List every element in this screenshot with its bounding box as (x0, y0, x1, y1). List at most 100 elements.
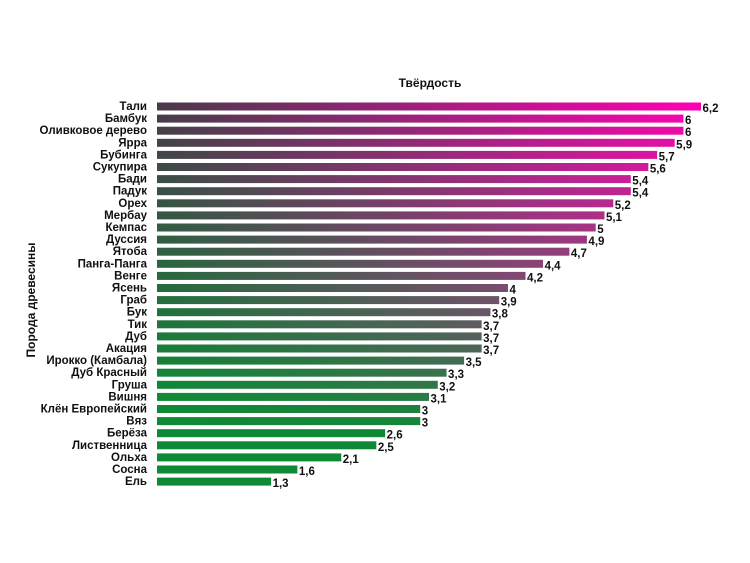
bar (157, 102, 701, 111)
bar (157, 332, 482, 341)
bar (157, 320, 482, 329)
category-label: Бади (118, 174, 147, 186)
bar (157, 356, 465, 365)
value-label: 4,4 (545, 260, 562, 272)
category-label: Лиственница (72, 440, 148, 452)
value-label: 6 (685, 115, 691, 127)
bar (157, 417, 421, 426)
value-label: 3,1 (431, 393, 448, 405)
category-label: Сукупира (93, 162, 148, 174)
category-label: Сосна (112, 464, 148, 476)
value-label: 6,2 (703, 103, 719, 115)
category-label: Дуб (125, 331, 147, 343)
category-label: Акация (106, 343, 147, 355)
category-label: Ярра (118, 137, 147, 149)
category-label: Бук (127, 307, 148, 319)
value-label: 3,3 (448, 369, 464, 381)
value-label: 4 (509, 285, 516, 297)
value-label: 5,6 (650, 164, 666, 176)
category-label: Ольха (111, 452, 148, 464)
bar (157, 284, 508, 292)
bar (157, 477, 272, 486)
value-label: 3 (422, 406, 428, 418)
value-label: 3,8 (492, 309, 509, 321)
bar (157, 271, 526, 280)
bar (157, 392, 429, 401)
category-label: Мербау (104, 210, 147, 222)
value-label: 3,5 (466, 357, 483, 369)
value-label: 5,4 (632, 176, 649, 188)
category-label: Дуб Красный (71, 367, 147, 379)
value-label: 6 (685, 127, 691, 139)
value-label: 3,7 (483, 333, 499, 345)
value-label: 5,4 (632, 188, 649, 200)
bar (157, 453, 342, 462)
value-label: 1,6 (299, 466, 315, 478)
bar (157, 211, 605, 220)
category-label: Кемпас (105, 222, 147, 234)
bar (157, 465, 298, 474)
category-label: Панга-Панга (78, 258, 148, 270)
value-label: 3,2 (439, 381, 455, 393)
category-label: Граб (120, 295, 147, 307)
category-label: Вишня (108, 391, 147, 403)
bar (157, 296, 500, 305)
value-label: 2,6 (387, 430, 403, 442)
value-label: 2,5 (378, 442, 395, 454)
value-label: 5,2 (615, 200, 631, 212)
category-label: Ятоба (113, 246, 148, 258)
value-label: 5,1 (606, 212, 623, 224)
category-label: Берёза (107, 428, 148, 440)
value-label: 3,7 (483, 345, 499, 357)
value-label: 4,7 (571, 248, 587, 260)
category-label: Бубинга (100, 149, 147, 161)
category-label: Падук (113, 186, 147, 198)
category-label: Ясень (112, 283, 147, 295)
chart-title: Твёрдость (399, 76, 462, 90)
bar (157, 138, 675, 147)
bar (157, 259, 544, 268)
category-label: Бамбук (105, 113, 147, 125)
bar (157, 368, 447, 377)
bar (157, 405, 421, 413)
category-label: Ель (125, 476, 147, 488)
value-label: 4,2 (527, 272, 543, 284)
bar (157, 114, 684, 123)
value-label: 3 (422, 418, 428, 430)
category-label: Ирокко (Камбала) (46, 355, 147, 367)
bar (157, 308, 491, 317)
bar (157, 199, 614, 208)
value-label: 3,9 (501, 297, 517, 309)
bar (157, 429, 386, 438)
bar (157, 235, 587, 244)
value-label: 2,1 (343, 454, 360, 466)
y-axis-label: Порода древесины (24, 243, 38, 358)
category-label: Вяз (126, 416, 147, 428)
bar (157, 163, 649, 171)
category-label: Орех (118, 198, 147, 210)
bar (157, 441, 377, 450)
value-label: 4,9 (588, 236, 604, 248)
category-label: Венге (114, 270, 147, 282)
bar (157, 150, 658, 159)
bar (157, 223, 596, 232)
value-label: 5,9 (676, 139, 692, 151)
value-label: 1,3 (273, 478, 289, 490)
value-label: 3,7 (483, 321, 499, 333)
bar (157, 126, 684, 135)
bar (157, 344, 482, 353)
bar (157, 380, 438, 389)
category-label: Тали (119, 101, 147, 113)
category-label: Дуссия (106, 234, 147, 246)
value-label: 5,7 (659, 151, 675, 163)
bar (157, 247, 570, 256)
bar (157, 187, 631, 196)
category-label: Клён Европейский (41, 404, 147, 416)
category-label: Тик (128, 319, 148, 331)
bar (157, 175, 631, 184)
category-label: Оливковое дерево (40, 125, 147, 137)
bars-group: Тали 6,2 Бамбук 6 Оливковое дерево 6 Ярра 5,9 Бу… (40, 101, 719, 490)
category-label: Груша (112, 379, 148, 391)
